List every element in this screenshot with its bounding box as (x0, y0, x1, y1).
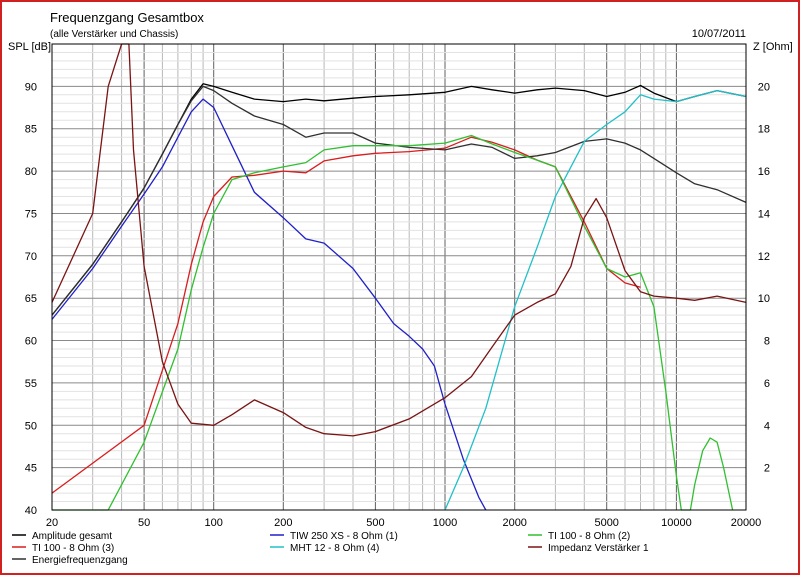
y-tick-label: 55 (25, 378, 37, 390)
series-lines (51, 43, 747, 511)
y2-tick-label: 18 (758, 124, 770, 136)
y-tick-label: 90 (25, 81, 37, 93)
series-line (444, 89, 747, 511)
y-tick-label: 75 (25, 209, 37, 221)
series-line (52, 134, 734, 511)
series-line (51, 83, 747, 316)
y-axis-label: SPL [dB] (8, 41, 51, 53)
x-tick-label: 100 (205, 517, 223, 529)
y2-tick-label: 12 (758, 251, 770, 263)
chart-date: 10/07/2011 (692, 28, 746, 40)
y-tick-label: 60 (25, 336, 37, 348)
y2-tick-label: 4 (764, 420, 770, 432)
y2-tick-label: 8 (764, 336, 770, 348)
y-tick-label: 40 (25, 505, 37, 517)
legend-entry: MHT 12 - 8 Ohm (4) (290, 543, 379, 554)
x-tick-label: 2000 (502, 517, 526, 529)
legend-entry: TI 100 - 8 Ohm (2) (548, 531, 630, 542)
series-line (51, 98, 487, 511)
chart-subtitle: (alle Verstärker und Chassis) (50, 29, 178, 40)
y-tick-label: 65 (25, 293, 37, 305)
x-tick-label: 1000 (433, 517, 457, 529)
legend-entry: Amplitude gesamt (32, 531, 112, 542)
plot-border (51, 43, 747, 511)
x-tick-label: 5000 (594, 517, 618, 529)
legend-entry: TI 100 - 8 Ohm (3) (32, 543, 114, 554)
y2-tick-label: 6 (764, 378, 770, 390)
tick-labels: 20 50 100 200 500 1000 2000 5000 10000 2000040455… (25, 81, 770, 529)
x-tick-label: 20000 (731, 517, 762, 529)
x-tick-label: 20 (46, 517, 58, 529)
grid (51, 44, 747, 510)
y2-tick-label: 14 (758, 209, 770, 221)
y-tick-label: 85 (25, 124, 37, 136)
legend-entry: TIW 250 XS - 8 Ohm (1) (290, 531, 398, 542)
y-tick-label: 80 (25, 166, 37, 178)
legend-entry: Impedanz Verstärker 1 (548, 543, 649, 554)
y-tick-label: 50 (25, 420, 37, 432)
y2-tick-label: 16 (758, 166, 770, 178)
y2-tick-label: 20 (758, 81, 770, 93)
legend: Amplitude gesamt TIW 250 XS - 8 Ohm (1) TI… (12, 531, 649, 566)
x-tick-label: 10000 (661, 517, 692, 529)
y-tick-label: 70 (25, 251, 37, 263)
x-tick-label: 500 (366, 517, 384, 529)
chart-title: Frequenzgang Gesamtbox (50, 10, 204, 25)
x-tick-label: 200 (274, 517, 292, 529)
y2-tick-label: 10 (758, 293, 770, 305)
series-line (51, 43, 747, 437)
y2-axis-label: Z [Ohm] (753, 41, 793, 53)
y-tick-label: 45 (25, 463, 37, 475)
x-tick-label: 50 (138, 517, 150, 529)
y2-tick-label: 2 (764, 463, 770, 475)
legend-entry: Energiefrequenzgang (32, 555, 128, 566)
